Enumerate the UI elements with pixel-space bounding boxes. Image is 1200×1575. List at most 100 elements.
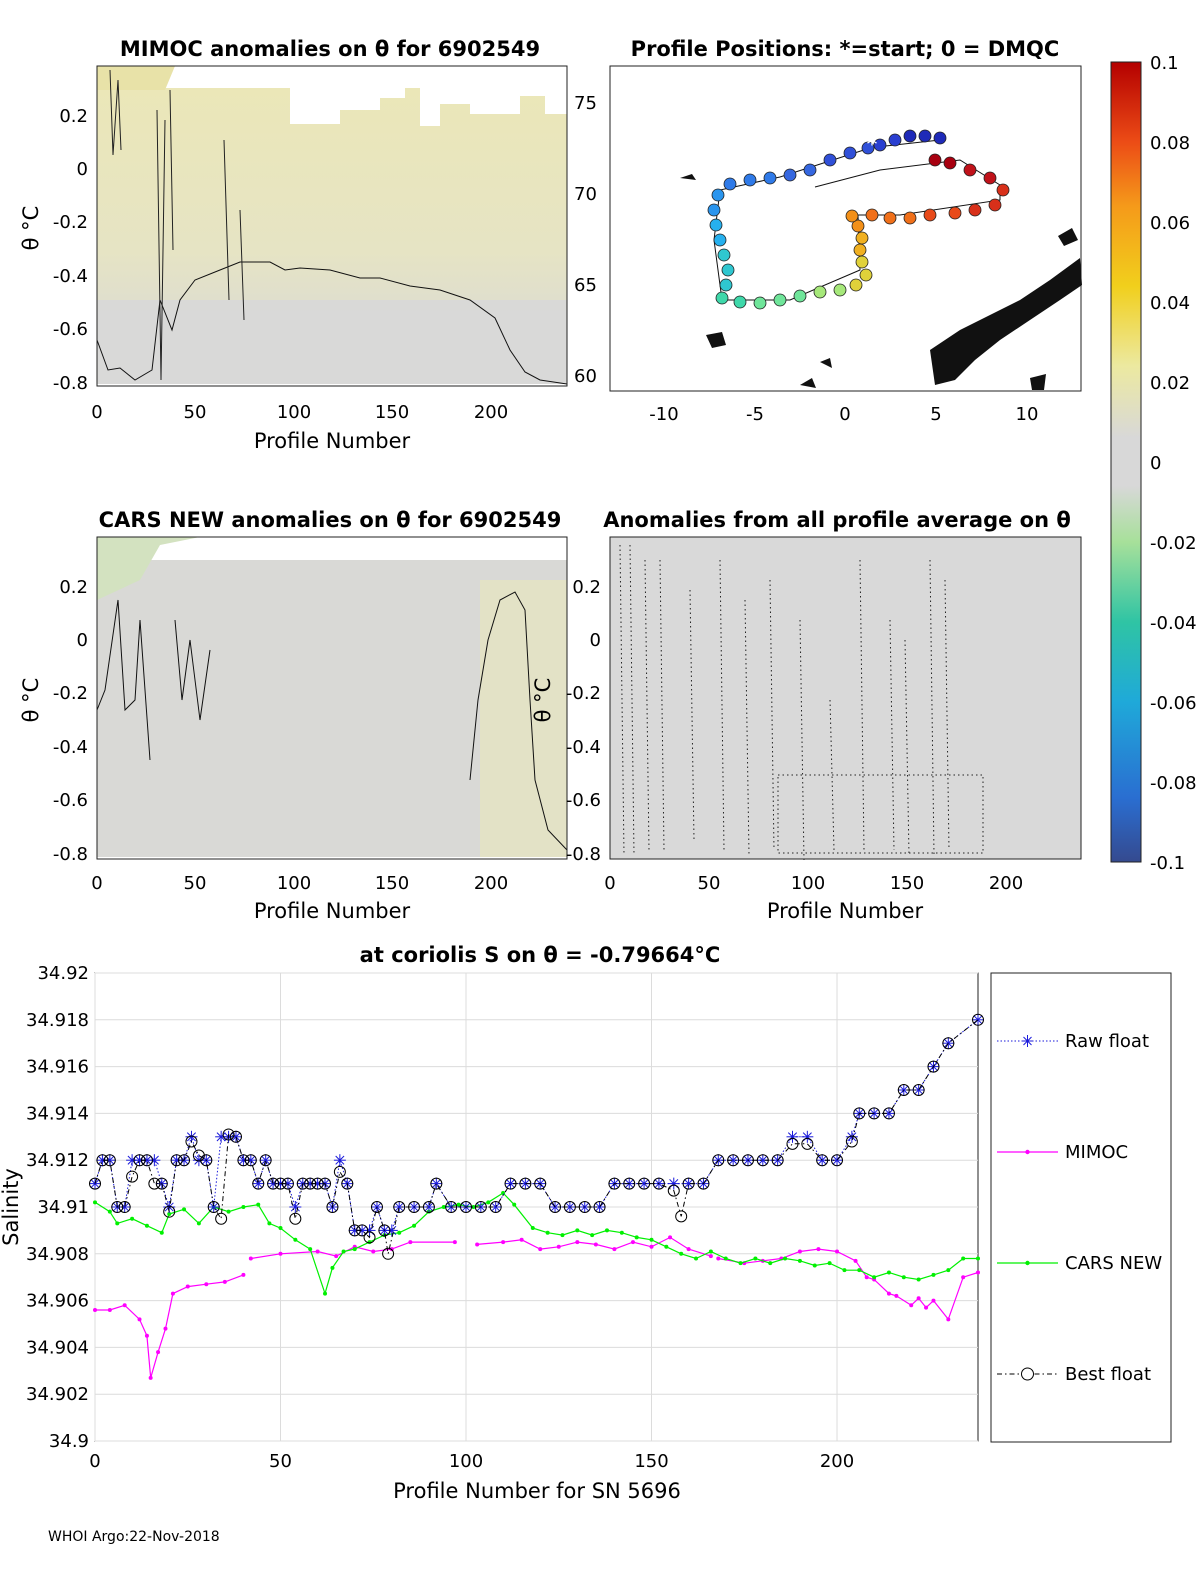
chart-ytick: 34.9 [49, 1431, 89, 1452]
track-position-dot [948, 206, 962, 220]
legend-label: Raw float [1065, 1031, 1149, 1052]
best-float-point [534, 1177, 547, 1190]
chart-ytick: 34.908 [26, 1244, 89, 1265]
track-position-dot [855, 231, 869, 245]
best-float-point [682, 1177, 695, 1190]
positions-xtick: 0 [839, 404, 850, 425]
average-xtick: 100 [791, 873, 825, 894]
cars-point [367, 1240, 372, 1245]
mimoc-nodata-gaps [290, 66, 567, 126]
cars-point [352, 1247, 357, 1252]
cars-point [115, 1221, 120, 1226]
average-xlabel: Profile Number [767, 899, 924, 923]
legend-label: CARS NEW [1065, 1253, 1162, 1274]
cars-xtick: 200 [474, 873, 508, 894]
track-position-dot [793, 289, 807, 303]
mimoc-point [163, 1326, 168, 1331]
best-float-point [274, 1177, 287, 1190]
chart-series [89, 1013, 984, 1380]
mimoc-zero-contour [96, 261, 568, 385]
track-position-dot [853, 243, 867, 257]
best-float-point [207, 1201, 220, 1213]
positions-title: Profile Positions: *=start; 0 = DMQC [631, 37, 1060, 61]
cars-point [560, 1233, 565, 1238]
average-ytick: 0.2 [572, 577, 601, 598]
best-float-point [868, 1107, 881, 1120]
mimoc-point [371, 1249, 376, 1254]
track-position-dot [823, 153, 837, 167]
raw-float-point [89, 1177, 101, 1190]
best-float-point [185, 1135, 198, 1148]
best-float-line [94, 1019, 979, 1254]
track-position-dot [733, 295, 747, 309]
track-position-dot [721, 263, 735, 277]
cars-ytick: -0.4 [53, 737, 88, 758]
raw-float-point [333, 1154, 346, 1167]
average-xtick: 0 [604, 873, 615, 894]
raw-float-point [252, 1177, 265, 1190]
positions-ytick: 60 [574, 366, 597, 387]
chart-xtick: 150 [634, 1451, 668, 1472]
legend-label: Best float [1065, 1364, 1151, 1385]
chart-ytick: 34.916 [26, 1057, 89, 1078]
cars-point [931, 1272, 936, 1277]
cars-axes-box [96, 536, 568, 860]
cars-contours [96, 591, 568, 851]
mimoc-point [630, 1240, 635, 1245]
average-contour-dots [619, 544, 984, 861]
track-position-dot [963, 163, 977, 177]
positions-axes-box [609, 65, 1082, 392]
mimoc-point [716, 1256, 721, 1261]
positions-xtick: -5 [746, 404, 764, 425]
track-position-dot [763, 171, 777, 185]
mimoc-xlabel: Profile Number [254, 429, 411, 453]
cars-point [723, 1256, 728, 1261]
track-position-dot [923, 208, 937, 222]
mimoc-point [612, 1247, 617, 1252]
colorbar-tick: -0.08 [1150, 773, 1197, 794]
mimoc-point [137, 1317, 142, 1322]
best-float-point [882, 1107, 895, 1120]
track-position-dot [988, 198, 1002, 212]
mimoc-point [649, 1244, 654, 1249]
raw-float-point [845, 1130, 858, 1143]
best-float-point [229, 1130, 242, 1143]
colorbar-tick: -0.04 [1150, 613, 1197, 634]
cars-point [456, 1202, 461, 1207]
best-float-point [296, 1177, 309, 1190]
average-ytick: -0.6 [566, 790, 601, 811]
chart-yticks: 34.9 34.902 34.904 34.906 34.908 34.91 34.912 3… [26, 963, 89, 1452]
raw-float-point [882, 1107, 895, 1120]
mimoc-ytick: -0.8 [53, 373, 88, 394]
positions-ytick: 65 [574, 275, 597, 296]
cars-point [916, 1277, 921, 1282]
cars-point [397, 1230, 402, 1235]
colorbar-tick: 0.02 [1150, 373, 1190, 394]
mimoc-point [93, 1307, 97, 1312]
best-float-point [311, 1177, 324, 1190]
cars-point [797, 1258, 802, 1263]
colorbar-tick: -0.1 [1150, 853, 1185, 874]
best-float-point [304, 1177, 317, 1190]
track-position-dot [843, 146, 857, 160]
chart-ytick: 34.918 [26, 1010, 89, 1031]
track-position-dot [928, 153, 942, 167]
raw-float-point [430, 1177, 443, 1190]
average-xtick: 50 [698, 873, 721, 894]
cars-point [768, 1261, 773, 1266]
chart-ylabel: Salinity [0, 1168, 23, 1246]
colorbar-tick: 0.08 [1150, 133, 1190, 154]
mimoc-point [222, 1279, 227, 1284]
best-float-point [623, 1177, 636, 1190]
cars-xtick: 150 [375, 873, 409, 894]
mimoc-point [204, 1282, 209, 1287]
track-position-dot [983, 171, 997, 185]
colorbar-tick: 0.06 [1150, 213, 1190, 234]
cars-point [827, 1261, 832, 1266]
track-position-dot [883, 211, 897, 225]
average-contour [944, 579, 950, 851]
cars-ytick: -0.6 [53, 790, 88, 811]
cars-point [256, 1202, 261, 1207]
best-float-point [133, 1154, 146, 1167]
cars-ytick: 0.2 [59, 577, 88, 598]
